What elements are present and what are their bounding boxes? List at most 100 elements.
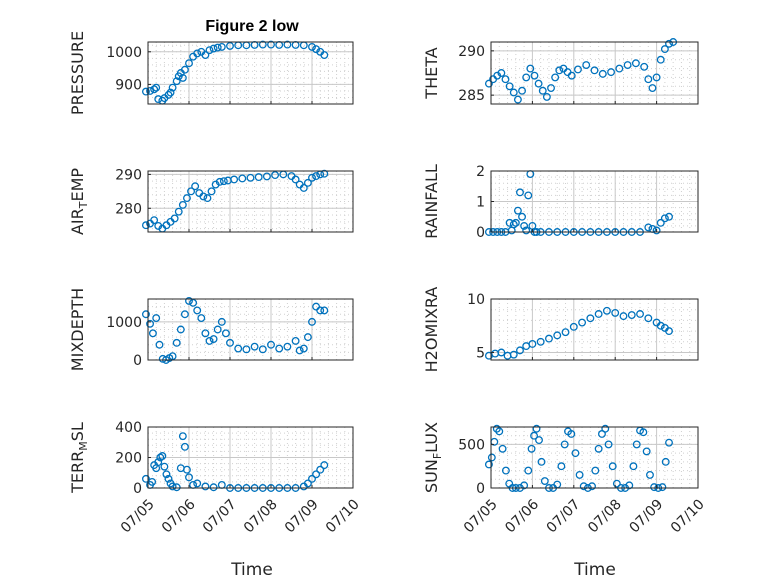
y-axis-label-subscript: T [77,201,90,209]
axes-box [490,426,699,489]
plot-area [491,427,698,488]
data-point [650,483,659,492]
data-point [487,453,496,462]
data-point [191,182,200,191]
y-axis-label: SUNFLUX [422,422,444,493]
subplot-terr-msl: 0 200 400 07/05 07/06 07/07 07/08 07/09 07/10 TER… [68,420,363,536]
data-point [203,194,212,203]
data-point [509,220,518,229]
subplot-mixdepth: 0 1000 MIXDEPTH [68,288,354,371]
data-point [238,174,247,183]
data-point [152,83,161,92]
data-point [547,84,555,93]
y-tick-label: 2 [476,164,485,180]
major-grid [148,427,353,488]
data-point [152,314,161,323]
data-point [320,306,329,315]
data-point [658,483,667,492]
data-point [591,466,600,475]
data-point [320,51,329,60]
data-point [497,348,506,357]
data-point [162,470,171,479]
data-point [262,172,271,181]
data-point [534,79,543,88]
data-point [176,325,185,334]
y-tick-label: 280 [115,201,142,217]
data-point [526,64,535,73]
data-point [308,317,316,326]
y-tick-label: 1000 [106,45,142,61]
y-axis-label: MIXDEPTH [68,288,87,371]
data-point [538,86,547,95]
y-axis-label-main: TERR [68,451,87,494]
data-point [267,340,275,349]
data-point [303,333,312,342]
data-series [141,40,329,105]
data-point [299,344,308,353]
data-point [579,482,588,491]
y-tick-label: 0 [133,481,142,497]
x-tick-label: 07/05 [118,496,158,536]
data-point [598,69,607,78]
data-point [312,172,321,181]
data-point [180,310,189,319]
data-point [178,200,187,209]
data-point [665,327,673,336]
data-point [535,436,543,445]
data-point [201,51,210,60]
data-point [148,477,157,486]
data-point [578,318,587,327]
data-point [141,221,150,230]
data-point [644,314,653,323]
data-point [522,73,531,82]
data-point [648,84,657,93]
data-point [164,90,173,99]
data-point [209,335,218,343]
y-tick-label: 400 [115,420,142,436]
data-point [180,442,189,451]
data-point [646,470,654,479]
data-point [644,75,653,84]
data-point [189,298,198,307]
data-point [213,43,222,52]
data-point [178,73,187,82]
data-point [320,461,329,470]
data-point [625,481,634,490]
data-point [201,329,210,338]
data-point [299,183,308,192]
data-point [166,88,175,97]
data-point [141,310,150,319]
y-axis-label-tail: SL [68,422,87,441]
data-point [582,61,591,69]
subplot-h2omixra: 5 10 H2OMIXRA [422,287,699,372]
data-point [656,321,665,330]
major-grid [491,299,698,360]
y-tick-label: 0 [476,481,485,497]
data-point [207,187,216,196]
data-point [555,66,564,75]
y-axis-label-subscript: F [431,453,444,459]
data-point [283,342,292,351]
data-point [320,169,329,178]
data-point [215,177,224,186]
data-point [623,61,632,69]
data-point [246,173,255,182]
y-tick-label: 0 [133,353,142,369]
x-axis-label-right: Time [573,560,616,580]
data-point [656,218,665,227]
data-point [586,314,595,323]
data-point [308,173,316,182]
data-point [656,55,665,64]
data-point [217,42,226,51]
data-point [283,40,292,49]
data-point [316,465,325,474]
data-point [518,86,526,95]
axes-box [147,170,354,233]
y-tick-label: 1 [476,195,485,211]
x-tick-label: 07/10 [668,496,708,536]
data-point [560,440,569,449]
data-point [201,482,210,491]
data-point [661,457,670,466]
